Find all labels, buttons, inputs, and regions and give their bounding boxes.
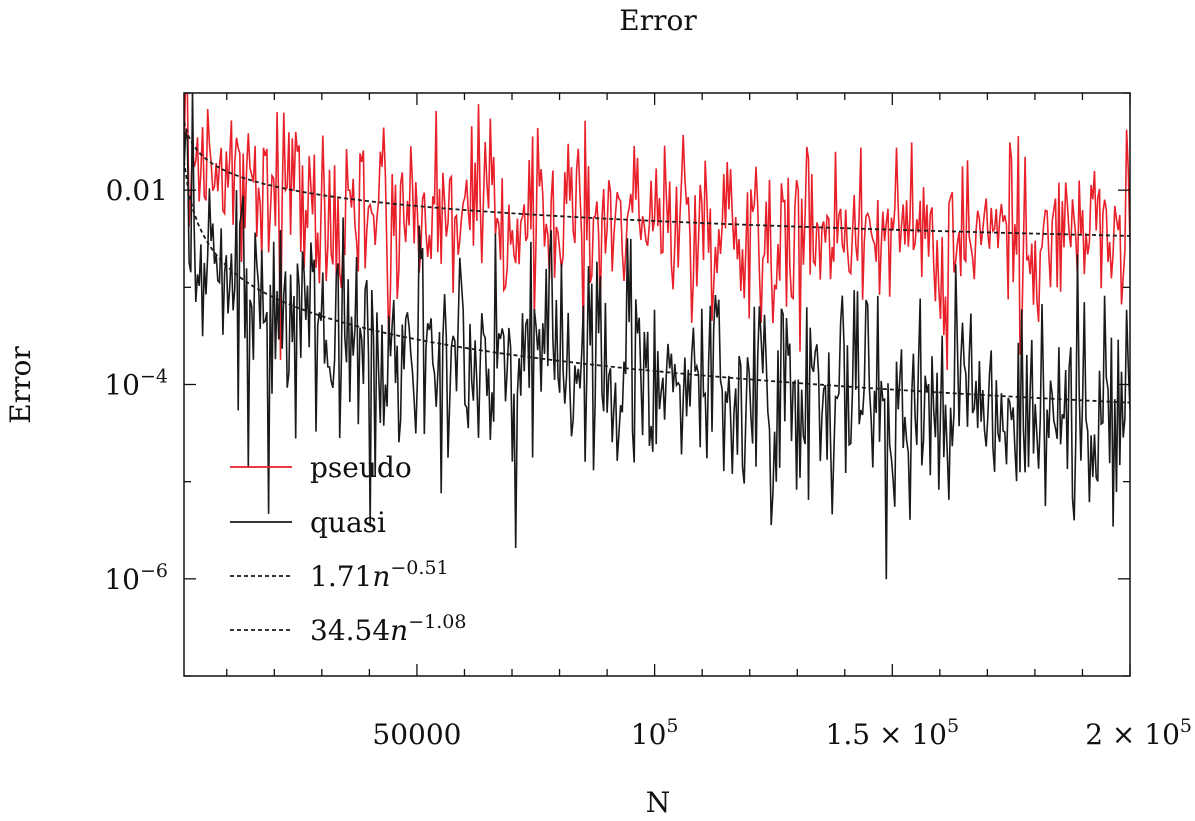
x-tick-label: 105	[631, 715, 679, 751]
legend: pseudo quasi 1.71n−0.51 34.54n−1.08	[230, 451, 466, 647]
x-axis-label: N	[646, 786, 671, 819]
y-axis-label: Error	[4, 346, 37, 424]
y-tick-label: 0.01	[106, 174, 168, 207]
legend-label: 1.71n−0.51	[310, 557, 449, 593]
x-tick-label: 50000	[372, 718, 461, 751]
chart-title: Error	[619, 4, 697, 37]
plot-series	[184, 93, 1130, 580]
tick-labels: 0.01 10−4 10−6 50000 105 1.5 × 105 2 × 105	[104, 174, 1192, 751]
y-tick-label: 10−6	[104, 560, 168, 596]
series-line-1	[184, 93, 1130, 370]
legend-label: 34.54n−1.08	[310, 611, 466, 647]
legend-label: quasi	[310, 506, 386, 539]
legend-label: pseudo	[310, 451, 412, 484]
x-tick-label: 1.5 × 105	[826, 715, 960, 751]
y-tick-label: 10−4	[104, 366, 168, 402]
x-tick-label: 2 × 105	[1085, 715, 1192, 751]
plot-frame	[183, 92, 1131, 677]
series-line-2	[184, 93, 1130, 580]
